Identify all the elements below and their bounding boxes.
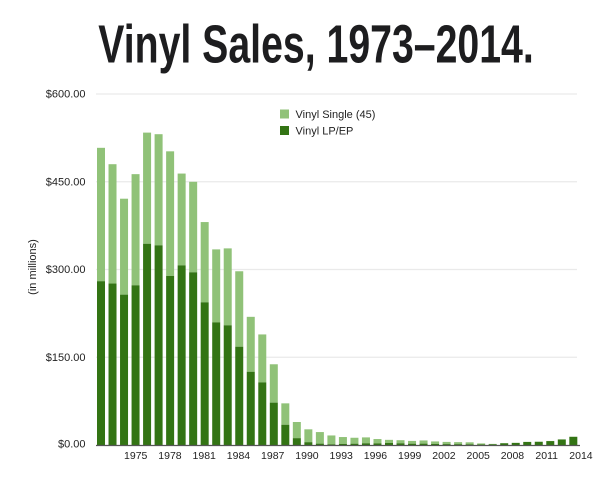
svg-text:1999: 1999 bbox=[398, 450, 422, 462]
svg-text:$300.00: $300.00 bbox=[46, 264, 86, 276]
svg-text:2011: 2011 bbox=[535, 450, 558, 462]
svg-text:(in millions): (in millions) bbox=[27, 239, 39, 295]
svg-text:$600.00: $600.00 bbox=[46, 89, 86, 101]
svg-text:1993: 1993 bbox=[330, 450, 354, 462]
svg-text:Vinyl Sales, 1973–2014.: Vinyl Sales, 1973–2014. bbox=[98, 15, 534, 76]
svg-text:1978: 1978 bbox=[158, 450, 182, 462]
svg-text:2008: 2008 bbox=[501, 450, 525, 462]
svg-text:1981: 1981 bbox=[193, 450, 217, 462]
svg-text:2002: 2002 bbox=[432, 450, 456, 462]
svg-text:1987: 1987 bbox=[261, 450, 285, 462]
svg-text:2005: 2005 bbox=[467, 450, 491, 462]
svg-text:1975: 1975 bbox=[124, 450, 148, 462]
svg-text:$0.00: $0.00 bbox=[58, 439, 86, 451]
svg-text:1984: 1984 bbox=[227, 450, 251, 462]
svg-text:Vinyl Single (45): Vinyl Single (45) bbox=[296, 109, 376, 121]
svg-text:$450.00: $450.00 bbox=[46, 176, 86, 188]
svg-text:Vinyl LP/EP: Vinyl LP/EP bbox=[296, 125, 354, 137]
svg-text:1990: 1990 bbox=[295, 450, 319, 462]
svg-text:$150.00: $150.00 bbox=[46, 352, 86, 364]
svg-text:2014: 2014 bbox=[569, 450, 593, 462]
svg-text:1996: 1996 bbox=[364, 450, 388, 462]
